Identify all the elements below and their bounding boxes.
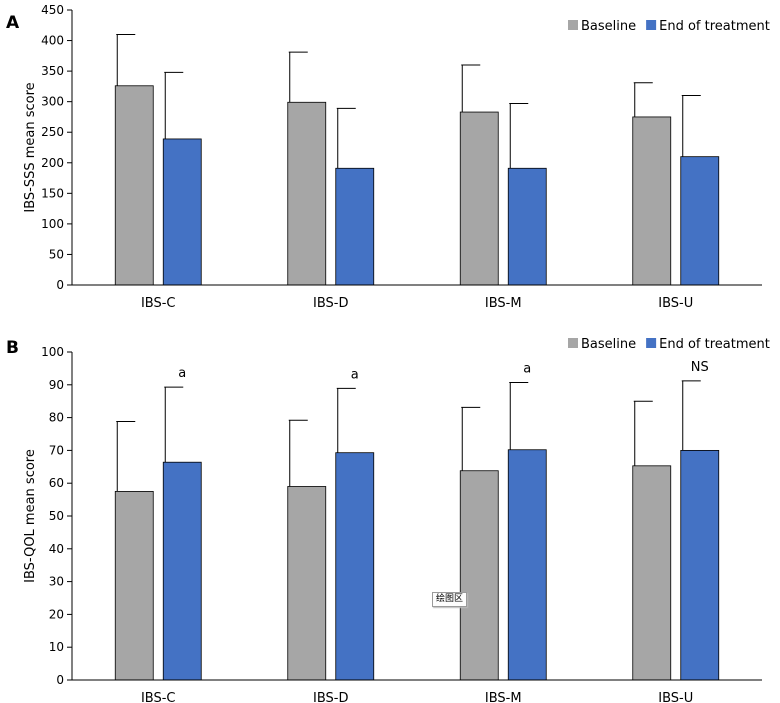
chart-b-end-of-treatment-bar	[162, 461, 202, 681]
chart-b-y-tick-label: 40	[49, 542, 64, 556]
chart-a-category-label: IBS-M	[485, 296, 522, 311]
chart-a-legend-swatch-end-of-treatment	[646, 20, 657, 30]
chart-a-y-tick-label: 100	[41, 217, 64, 231]
chart-b-y-tick-label: 80	[49, 411, 64, 425]
chart-a-y-tick-label: 0	[56, 278, 64, 292]
chart-a-y-tick-label: 350	[41, 64, 64, 78]
chart-b-y-tick-label: 60	[49, 476, 64, 490]
chart-b-y-tick-label: 30	[49, 575, 64, 589]
chart-b-significance-annotation: NS	[691, 360, 709, 375]
chart-b-significance-annotation: a	[523, 362, 531, 377]
chart-b-baseline-bar	[459, 470, 499, 681]
chart-b-category-label: IBS-C	[141, 691, 176, 703]
chart-b-legend-swatch-baseline	[568, 338, 578, 348]
chart-a-end-of-treatment-bar	[680, 156, 720, 286]
chart-b-y-tick-label: 0	[56, 673, 64, 687]
chart-a-end-of-treatment-bar	[507, 167, 547, 286]
chart-b-end-of-treatment-bar	[507, 449, 547, 681]
chart-a-y-tick-label: 150	[41, 186, 64, 200]
chart-a-y-tick-label: 200	[41, 156, 64, 170]
chart-a-baseline-bar	[459, 111, 499, 286]
chart-a-y-tick-label: 50	[49, 247, 64, 261]
chart-b-y-tick-label: 10	[49, 640, 64, 654]
chart-b-y-tick-label: 20	[49, 607, 64, 621]
chart-b-baseline-bar	[632, 465, 672, 681]
chart-b-end-of-treatment-bar	[335, 452, 375, 681]
chart-b-legend-label-baseline: Baseline	[581, 337, 636, 352]
chart-a-legend-swatch-baseline	[568, 20, 578, 30]
chart-a-panel-label: A	[6, 13, 20, 33]
chart-b-legend-label-end-of-treatment: End of treatment	[659, 337, 770, 352]
chart-a-baseline-bar	[632, 116, 672, 286]
chart-b-significance-annotation: a	[178, 366, 186, 381]
chart-a-y-axis-title: IBS-SSS mean score	[23, 82, 38, 212]
chart-b-category-label: IBS-U	[658, 691, 693, 703]
chart-a-y-tick-label: 250	[41, 125, 64, 139]
chart-a-legend-label-end-of-treatment: End of treatment	[659, 19, 770, 34]
chart-a-baseline-bar	[114, 85, 154, 286]
chart-a-legend-label-baseline: Baseline	[581, 19, 636, 34]
chart-b-y-axis-title: IBS-QOL mean score	[23, 449, 38, 583]
chart-a-y-tick-label: 400	[41, 34, 64, 48]
chart-a-category-label: IBS-U	[658, 296, 693, 311]
chart-b-y-tick-label: 90	[49, 378, 64, 392]
chart-b-end-of-treatment-bar	[680, 449, 720, 681]
chart-a-baseline-bar	[287, 101, 327, 286]
chart-b-baseline-bar	[287, 486, 327, 681]
chart-b-significance-annotation: a	[351, 367, 359, 382]
chart-b-y-tick-label: 100	[41, 345, 64, 359]
plot-area-tooltip: 绘图区	[432, 592, 468, 607]
chart-b-y-tick-label: 50	[49, 509, 64, 523]
chart-b-category-label: IBS-D	[313, 691, 348, 703]
chart-b-category-label: IBS-M	[485, 691, 522, 703]
chart-b-legend-swatch-end-of-treatment	[646, 338, 657, 348]
chart-a-category-label: IBS-C	[141, 296, 176, 311]
chart-a-y-tick-label: 450	[41, 3, 64, 17]
chart-b-y-tick-label: 70	[49, 443, 64, 457]
chart-a-end-of-treatment-bar	[162, 138, 202, 286]
chart-a-category-label: IBS-D	[313, 296, 348, 311]
chart-a-end-of-treatment-bar	[335, 167, 375, 286]
chart-b-panel-label: B	[6, 338, 19, 358]
chart-a-y-tick-label: 300	[41, 95, 64, 109]
chart-b-baseline-bar	[114, 490, 154, 681]
